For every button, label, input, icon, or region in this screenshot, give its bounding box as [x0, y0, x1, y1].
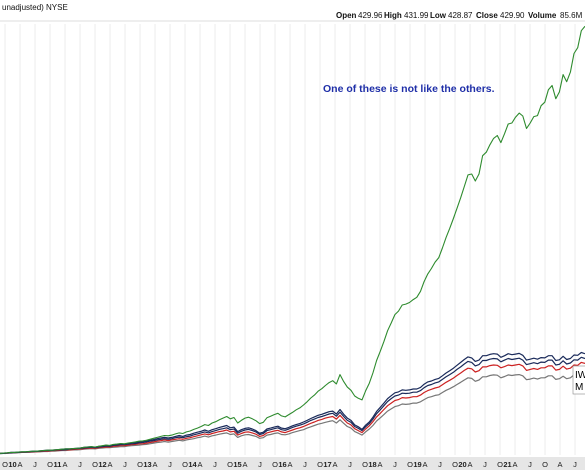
x-tick-month: O: [452, 460, 458, 469]
x-tick-month: A: [152, 460, 157, 469]
x-tick-month: A: [242, 460, 247, 469]
x-tick-year: 21: [503, 460, 511, 469]
header-bar: unadjusted) NYSE Open 429.96 High 431.99…: [2, 3, 583, 20]
x-tick-month: A: [377, 460, 382, 469]
open-value: 429.96: [358, 11, 383, 20]
x-tick-month: J: [573, 460, 577, 469]
close-label: Close: [476, 11, 498, 20]
x-axis-band: [0, 457, 585, 470]
series-line-navy-4: [0, 356, 585, 455]
x-tick-month: J: [258, 460, 262, 469]
x-tick-month: O: [362, 460, 368, 469]
x-tick-month: J: [168, 460, 172, 469]
x-tick-month: O: [2, 460, 8, 469]
series-line-red-2: [0, 361, 585, 454]
x-tick-year: 14: [188, 460, 197, 469]
volume-value: 85.6M: [560, 11, 583, 20]
annotation-text: One of these is not like the others.: [323, 83, 495, 95]
x-tick-year: 17: [323, 460, 331, 469]
x-tick-month: O: [137, 460, 143, 469]
x-tick-year: 18: [368, 460, 376, 469]
series-line-green-0: [0, 25, 585, 454]
x-tick-year: 13: [143, 460, 151, 469]
x-tick-month: O: [182, 460, 188, 469]
low-value: 428.87: [448, 11, 473, 20]
series-line-gray-3: [0, 372, 585, 454]
x-tick-month: J: [33, 460, 37, 469]
x-tick-month: A: [467, 460, 472, 469]
x-axis: O A J O A J O A J O A J O A J O A J O A J O A J O A J O A J O A J O A J O A J1…: [0, 457, 585, 470]
x-tick-month: A: [422, 460, 427, 469]
x-tick-month: A: [287, 460, 292, 469]
x-tick-month: A: [512, 460, 517, 469]
x-tick-year: 20: [458, 460, 466, 469]
x-tick-year: 19: [413, 460, 421, 469]
x-tick-month: O: [497, 460, 503, 469]
side-label-iw: IW: [575, 370, 585, 381]
high-label: High: [384, 11, 402, 20]
x-tick-month: A: [197, 460, 202, 469]
low-label: Low: [430, 11, 447, 20]
x-tick-month: J: [78, 460, 82, 469]
high-value: 431.99: [404, 11, 429, 20]
x-tick-month: A: [332, 460, 337, 469]
x-tick-month: J: [438, 460, 442, 469]
x-tick-year: 15: [233, 460, 241, 469]
side-label-box: IW M: [572, 365, 585, 395]
x-tick-year: 11: [54, 460, 62, 469]
x-tick-month: J: [303, 460, 307, 469]
x-tick-month: O: [92, 460, 98, 469]
x-tick-month: J: [348, 460, 352, 469]
x-tick-month: J: [528, 460, 532, 469]
series-lines: [0, 25, 585, 455]
x-tick-year: 16: [278, 460, 286, 469]
x-tick-month: O: [317, 460, 323, 469]
chart-title: unadjusted) NYSE: [2, 3, 68, 12]
x-tick-month: O: [542, 460, 548, 469]
x-tick-month: O: [407, 460, 413, 469]
open-label: Open: [336, 11, 357, 20]
side-label-m: M: [575, 382, 583, 393]
x-tick-month: A: [62, 460, 67, 469]
x-tick-month: A: [17, 460, 22, 469]
x-tick-month: J: [393, 460, 397, 469]
side-label-frame: [572, 365, 585, 395]
close-value: 429.90: [500, 11, 525, 20]
volume-label: Volume: [528, 11, 557, 20]
x-tick-month: A: [557, 460, 562, 469]
x-tick-month: A: [107, 460, 112, 469]
x-tick-month: J: [483, 460, 487, 469]
x-tick-year: 12: [98, 460, 106, 469]
x-tick-month: O: [227, 460, 233, 469]
x-tick-month: O: [47, 460, 53, 469]
x-tick-month: O: [272, 460, 278, 469]
x-tick-month: J: [123, 460, 127, 469]
x-tick-year: 10: [8, 460, 16, 469]
x-tick-month: J: [213, 460, 217, 469]
